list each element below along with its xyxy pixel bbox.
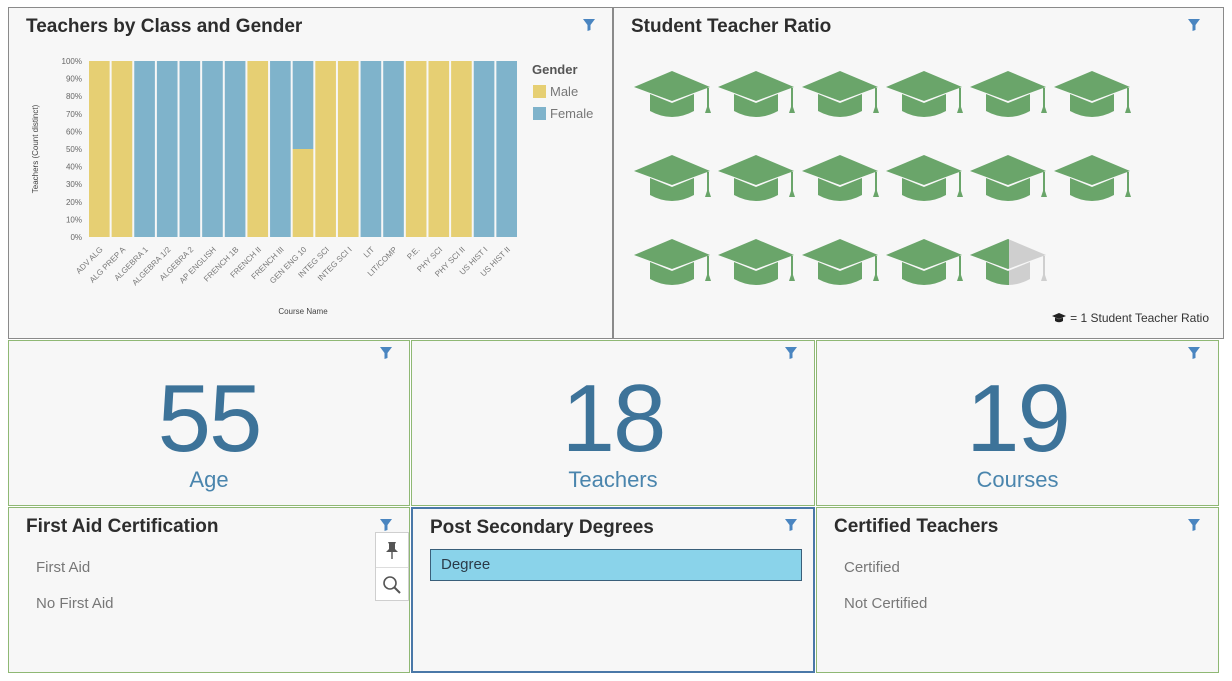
graduation-cap-icon — [634, 239, 711, 285]
post-secondary-degrees-tile[interactable]: Post Secondary Degrees Degree — [411, 507, 815, 673]
legend-item: Female — [550, 106, 593, 121]
ratio-title: Student Teacher Ratio — [631, 16, 832, 37]
pin-button[interactable] — [376, 533, 408, 568]
age-value: 55 — [157, 365, 263, 472]
ratio-legend-text: = 1 Student Teacher Ratio — [1070, 311, 1209, 325]
filter-icon[interactable] — [1187, 18, 1201, 32]
teachers-label: Teachers — [568, 467, 658, 492]
legend-swatch — [533, 85, 546, 98]
graduation-cap-icon — [802, 155, 879, 201]
bar-female — [473, 61, 495, 237]
bar-female — [360, 61, 382, 237]
bar-female — [224, 61, 246, 237]
y-tick-label: 30% — [66, 180, 82, 189]
y-tick-label: 60% — [66, 127, 82, 136]
y-tick-label: 70% — [66, 110, 82, 119]
graduation-cap-icon — [1054, 155, 1131, 201]
y-axis-label: Teachers (Count distinct) — [31, 104, 40, 193]
teachers-kpi-tile[interactable]: 18 Teachers — [411, 340, 815, 506]
graduation-cap-icon — [802, 239, 879, 285]
legend-title: Gender — [532, 62, 578, 77]
y-tick-label: 40% — [66, 163, 82, 172]
graduation-cap-icon — [718, 239, 795, 285]
y-tick-label: 50% — [66, 145, 82, 154]
legend-swatch — [533, 107, 546, 120]
filter-icon[interactable] — [379, 346, 393, 360]
bar-male — [451, 61, 472, 237]
graduation-cap-icon — [718, 71, 795, 117]
y-tick-label: 100% — [62, 57, 82, 66]
bar-male — [292, 149, 314, 237]
legend-item: Male — [550, 84, 578, 99]
list-item-first-aid[interactable]: First Aid — [36, 559, 91, 576]
bar-female — [202, 61, 223, 237]
widget-popup-toolbar — [375, 532, 409, 601]
list-item-not-certified[interactable]: Not Certified — [844, 595, 928, 612]
bar-male — [337, 61, 359, 237]
teachers-chart-title: Teachers by Class and Gender — [26, 16, 303, 37]
first-aid-tile[interactable]: First Aid Certification First Aid No Fir… — [8, 507, 410, 673]
bar-male — [247, 61, 269, 237]
bar-female — [496, 61, 517, 237]
x-tick-label: LIT — [362, 245, 377, 260]
bar-female — [383, 61, 404, 237]
bar-male — [315, 61, 336, 237]
student-teacher-ratio-tile[interactable]: Student Teacher Ratio = 1 Student Teache… — [613, 7, 1224, 339]
filter-icon[interactable] — [582, 18, 596, 32]
graduation-cap-icon — [886, 155, 963, 201]
graduation-cap-icon — [634, 71, 711, 117]
bar-female — [156, 61, 178, 237]
bar-male — [111, 61, 133, 237]
graduation-cap-icon — [634, 155, 711, 201]
zoom-button[interactable] — [376, 568, 408, 602]
graduation-cap-icon — [1052, 313, 1067, 323]
zoom-icon — [383, 576, 401, 594]
bar-male — [428, 61, 450, 237]
filter-icon[interactable] — [1187, 518, 1201, 532]
age-kpi-tile[interactable]: 55 Age — [8, 340, 410, 506]
list-item-degree[interactable]: Degree — [430, 549, 802, 581]
y-tick-label: 0% — [70, 233, 82, 242]
teachers-by-class-tile[interactable]: Teachers by Class and Gender 100% 90% 80% 7… — [8, 7, 613, 339]
graduation-cap-icon — [970, 71, 1047, 117]
bar-female — [134, 61, 155, 237]
first-aid-title: First Aid Certification — [26, 516, 219, 537]
graduation-cap-icon — [886, 71, 963, 117]
y-tick-label: 20% — [66, 198, 82, 207]
age-label: Age — [189, 467, 229, 492]
bar-male — [405, 61, 427, 237]
bar-female — [292, 61, 314, 149]
filter-icon[interactable] — [1187, 346, 1201, 360]
degrees-title: Post Secondary Degrees — [430, 517, 654, 538]
pin-icon — [386, 542, 398, 559]
y-tick-label: 10% — [66, 215, 82, 224]
y-tick-label: 80% — [66, 92, 82, 101]
bar-male — [89, 61, 110, 237]
x-tick-label: P.E. — [405, 245, 421, 261]
graduation-cap-icon — [1054, 71, 1131, 117]
filter-icon[interactable] — [784, 518, 798, 532]
teachers-bar-chart: 100% 90% 80% 70% 60% 50% 40% 30% 20% 10% 0% Teacher… — [31, 57, 593, 316]
graduation-cap-icon — [718, 155, 795, 201]
list-item-no-first-aid[interactable]: No First Aid — [36, 595, 114, 612]
bar-female — [179, 61, 201, 237]
filter-icon[interactable] — [784, 346, 798, 360]
graduation-cap-icon — [802, 71, 879, 117]
graduation-cap-icon — [886, 239, 963, 285]
certified-teachers-tile[interactable]: Certified Teachers Certified Not Certifi… — [816, 507, 1219, 673]
ratio-legend: = 1 Student Teacher Ratio — [1051, 311, 1209, 325]
courses-label: Courses — [976, 467, 1059, 492]
teachers-value: 18 — [561, 365, 667, 472]
filter-icon[interactable] — [379, 518, 393, 532]
graduation-cap-icon — [970, 155, 1047, 201]
x-axis-label: Course Name — [278, 307, 328, 316]
graduation-cap-icon — [970, 239, 1047, 285]
certified-title: Certified Teachers — [834, 516, 999, 537]
bar-female — [270, 61, 291, 237]
courses-kpi-tile[interactable]: 19 Courses — [816, 340, 1219, 506]
y-tick-label: 90% — [66, 75, 82, 84]
ratio-pictograph — [634, 71, 1131, 285]
list-item-certified[interactable]: Certified — [844, 559, 900, 576]
courses-value: 19 — [966, 365, 1071, 472]
